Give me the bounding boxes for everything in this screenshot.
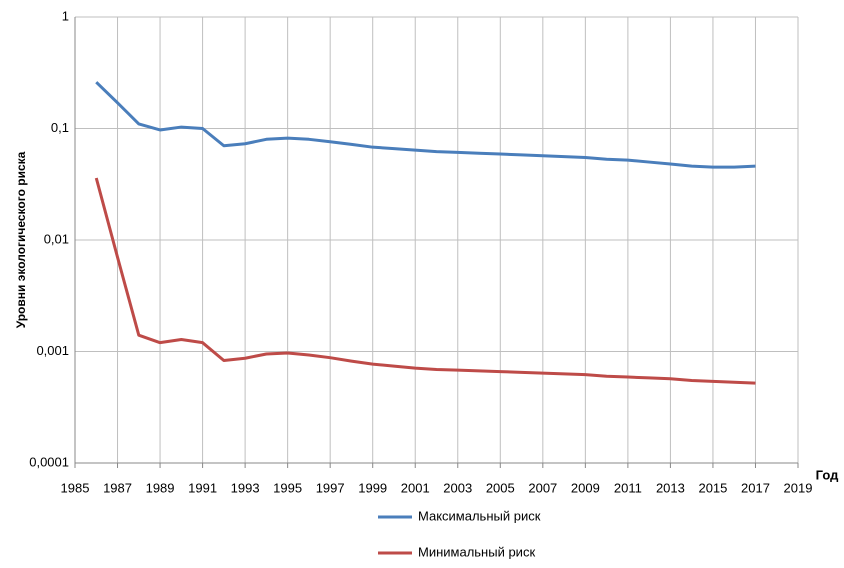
x-tick-label: 1991: [188, 480, 217, 495]
x-tick-label: 2011: [614, 480, 642, 495]
x-tick-label: 1985: [61, 480, 90, 495]
legend-label: Минимальный риск: [418, 544, 535, 559]
y-tick-label: 0,001: [36, 343, 69, 358]
x-tick-label: 1989: [146, 480, 175, 495]
x-tick-label: 2007: [528, 480, 557, 495]
x-tick-label: 2017: [741, 480, 770, 495]
x-tick-label: 2019: [784, 480, 813, 495]
x-tick-label: 1999: [358, 480, 387, 495]
x-tick-label: 1993: [231, 480, 260, 495]
x-tick-label: 1995: [273, 480, 302, 495]
y-tick-label: 0,01: [44, 231, 69, 246]
y-tick-label: 0,1: [51, 120, 69, 135]
series-line: [95, 81, 756, 169]
legend-label: Максимальный риск: [418, 508, 541, 523]
x-tick-label: 2003: [443, 480, 472, 495]
x-tick-label: 2013: [656, 480, 685, 495]
y-tick-label: 1: [62, 8, 69, 23]
x-tick-label: 2009: [571, 480, 600, 495]
y-tick-label: 0,0001: [29, 454, 69, 469]
x-tick-label: 2015: [698, 480, 727, 495]
x-tick-label: 1997: [316, 480, 345, 495]
series-line: [94, 177, 756, 385]
x-axis-label: Год: [816, 467, 839, 482]
x-tick-label: 2001: [401, 480, 430, 495]
y-axis-label: Уровни экологического риска: [14, 151, 28, 328]
x-tick-label: 1987: [103, 480, 132, 495]
x-tick-label: 2005: [486, 480, 515, 495]
